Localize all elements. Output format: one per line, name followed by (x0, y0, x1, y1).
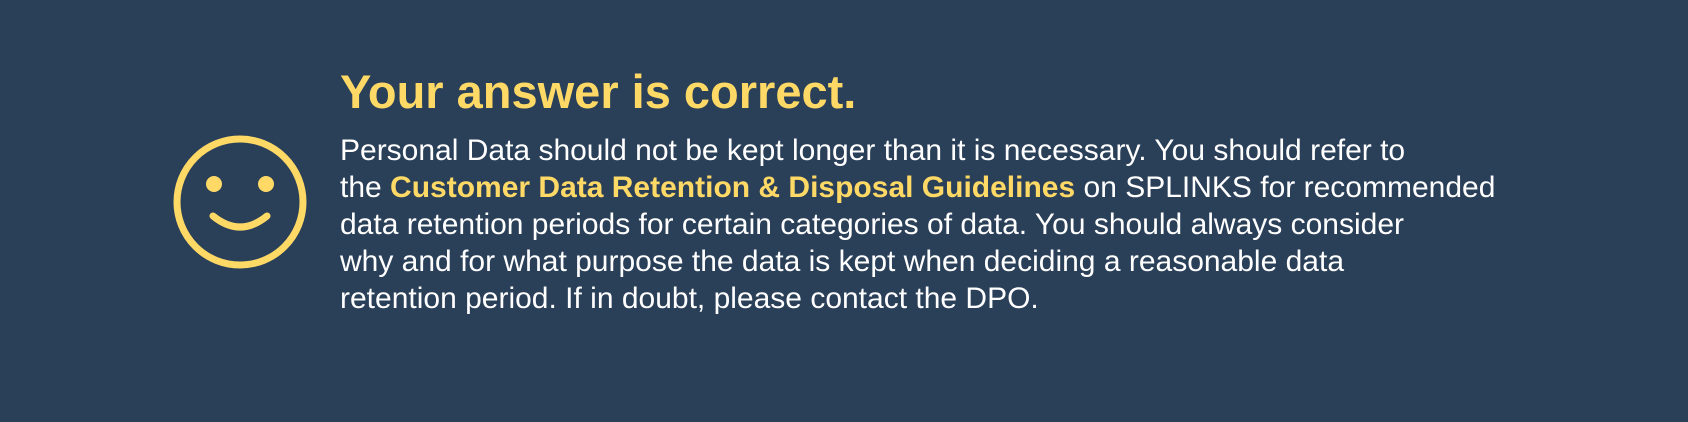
smiley-face-icon (170, 132, 310, 272)
feedback-message-line-3: data retention periods for certain categ… (340, 208, 1405, 241)
feedback-message-line-2-suffix: on SPLINKS for recommended (1075, 171, 1496, 204)
feedback-title: Your answer is correct. (340, 65, 857, 118)
feedback-message-line-2-prefix: the (340, 171, 391, 204)
feedback-message-line-5: retention period. If in doubt, please co… (340, 282, 1039, 315)
feedback-message: Personal Data should not be kept longer … (340, 132, 1580, 317)
guidelines-highlight: Customer Data Retention & Disposal Guide… (390, 171, 1076, 204)
feedback-message-line-1: Personal Data should not be kept longer … (340, 134, 1406, 167)
feedback-message-line-4: why and for what purpose the data is kep… (340, 245, 1345, 278)
feedback-content: Your answer is correct. Personal Data sh… (340, 62, 1580, 317)
